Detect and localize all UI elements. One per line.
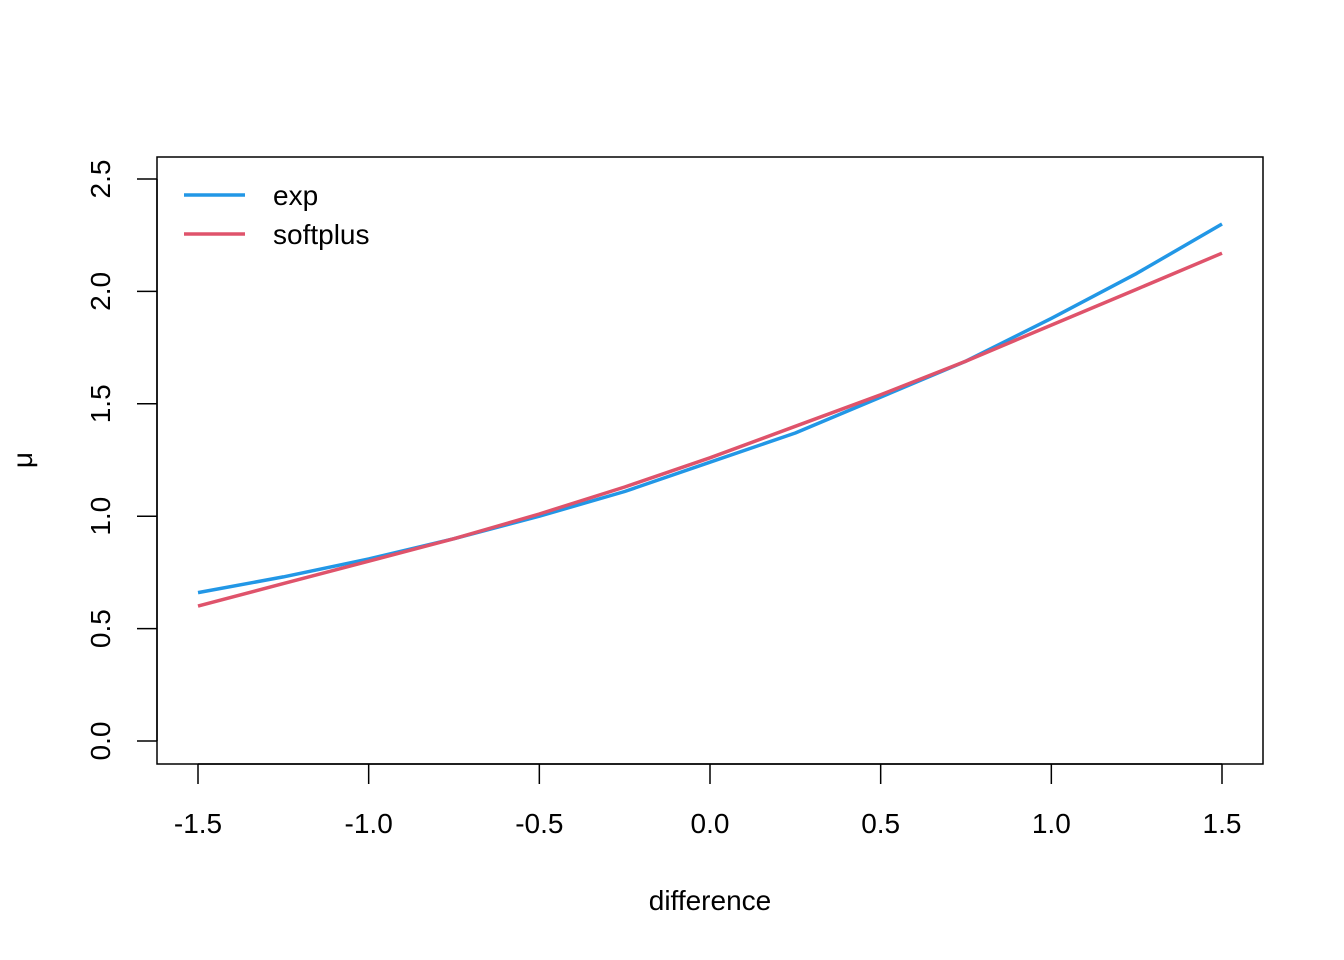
legend-label-softplus: softplus — [273, 219, 370, 250]
y-tick-label: 1.5 — [85, 384, 116, 423]
y-axis: 0.0 0.5 1.0 1.5 2.0 2.5 — [85, 160, 158, 761]
x-tick-label: -0.5 — [515, 808, 563, 839]
x-tick-label: 0.5 — [861, 808, 900, 839]
y-tick-label: 0.5 — [85, 609, 116, 648]
series-layer — [197, 222, 1223, 608]
legend-label-exp: exp — [273, 180, 318, 211]
x-axis-title: difference — [649, 885, 771, 916]
series-line-exp — [197, 222, 1223, 595]
series-line-softplus — [197, 251, 1223, 608]
y-tick-label: 2.5 — [85, 160, 116, 199]
x-tick-label: 1.0 — [1032, 808, 1071, 839]
x-tick-label: 1.5 — [1203, 808, 1242, 839]
x-axis: -1.5 -1.0 -0.5 0.0 0.5 1.0 1.5 — [174, 763, 1242, 839]
y-tick-label: 1.0 — [85, 497, 116, 536]
legend: exp softplus — [184, 180, 370, 250]
x-tick-label: -1.0 — [345, 808, 393, 839]
y-axis-title: μ — [7, 452, 38, 468]
x-tick-label: 0.0 — [691, 808, 730, 839]
x-tick-label: -1.5 — [174, 808, 222, 839]
y-tick-label: 2.0 — [85, 272, 116, 311]
y-tick-label: 0.0 — [85, 722, 116, 761]
